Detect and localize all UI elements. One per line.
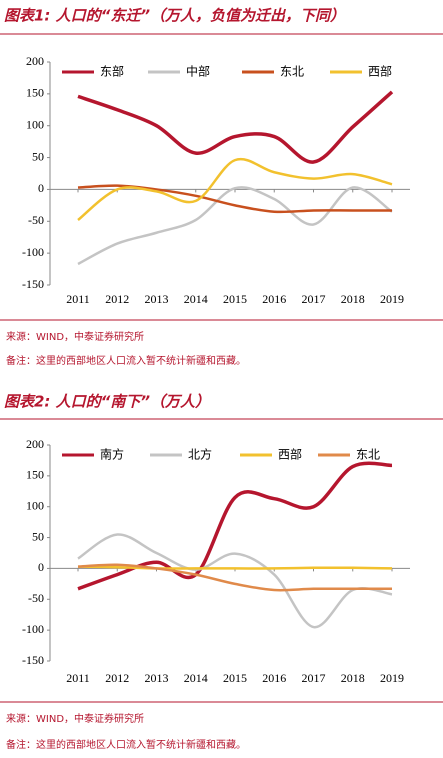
x-tick-label: 2016 — [262, 671, 286, 685]
series-line — [77, 461, 393, 591]
y-tick-label: -150 — [22, 277, 44, 291]
x-tick-label: 2019 — [380, 671, 404, 685]
x-tick-label: 2018 — [341, 292, 365, 306]
x-tick-label: 2012 — [105, 292, 129, 306]
legend-label: 西部 — [368, 64, 392, 79]
note: 备注：这里的西部地区人口流入暂不统计新疆和西藏。 — [6, 738, 246, 751]
x-tick-label: 2017 — [302, 671, 326, 685]
series-line — [77, 565, 393, 570]
y-tick-label: 0 — [38, 181, 44, 195]
series-line — [77, 533, 393, 629]
note: 备注：这里的西部地区人口流入暂不统计新疆和西藏。 — [6, 354, 246, 367]
x-tick-label: 2017 — [302, 292, 326, 306]
series-line — [77, 563, 392, 592]
x-tick-label: 2011 — [66, 671, 90, 685]
legend-label: 北方 — [188, 447, 212, 462]
y-tick-label: 50 — [32, 529, 44, 543]
y-tick-label: 0 — [38, 560, 44, 574]
y-tick-label: 200 — [26, 437, 44, 451]
y-tick-label: -50 — [28, 591, 44, 605]
y-tick-label: 150 — [26, 86, 44, 100]
legend-label: 东部 — [100, 64, 124, 79]
y-tick-label: 100 — [26, 117, 44, 131]
legend-label: 东北 — [280, 65, 304, 79]
y-tick-label: -100 — [22, 622, 44, 636]
y-tick-label: -50 — [28, 213, 44, 227]
x-tick-label: 2016 — [262, 292, 286, 306]
y-tick-label: -100 — [22, 245, 44, 259]
x-tick-label: 2019 — [380, 292, 404, 306]
legend-label: 中部 — [186, 64, 210, 79]
x-tick-label: 2011 — [66, 292, 90, 306]
source: 来源：WIND，中泰证券研究所 — [6, 330, 144, 343]
x-tick-label: 2012 — [105, 671, 129, 685]
y-tick-label: 100 — [26, 498, 44, 512]
legend-label: 南方 — [100, 447, 124, 462]
x-tick-label: 2015 — [223, 671, 247, 685]
legend-label: 东北 — [356, 448, 380, 462]
series-line — [77, 90, 394, 164]
x-tick-label: 2014 — [184, 292, 208, 306]
y-tick-label: 200 — [26, 54, 44, 68]
chart-title: 图表2: 人口的“南下”（万人） — [4, 393, 210, 411]
series-line — [77, 157, 393, 221]
x-tick-label: 2013 — [145, 292, 169, 306]
y-tick-label: 50 — [32, 149, 44, 163]
chart-title: 图表1: 人口的“东迁”（万人，负值为迁出，下同） — [4, 7, 345, 25]
source: 来源：WIND，中泰证券研究所 — [6, 712, 144, 725]
x-tick-label: 2015 — [223, 292, 247, 306]
x-tick-label: 2014 — [184, 671, 208, 685]
y-tick-label: 150 — [26, 468, 44, 482]
x-tick-label: 2013 — [145, 671, 169, 685]
x-tick-label: 2018 — [341, 671, 365, 685]
y-tick-label: -150 — [22, 653, 44, 667]
series-line — [77, 186, 393, 266]
legend-label: 西部 — [278, 447, 302, 462]
